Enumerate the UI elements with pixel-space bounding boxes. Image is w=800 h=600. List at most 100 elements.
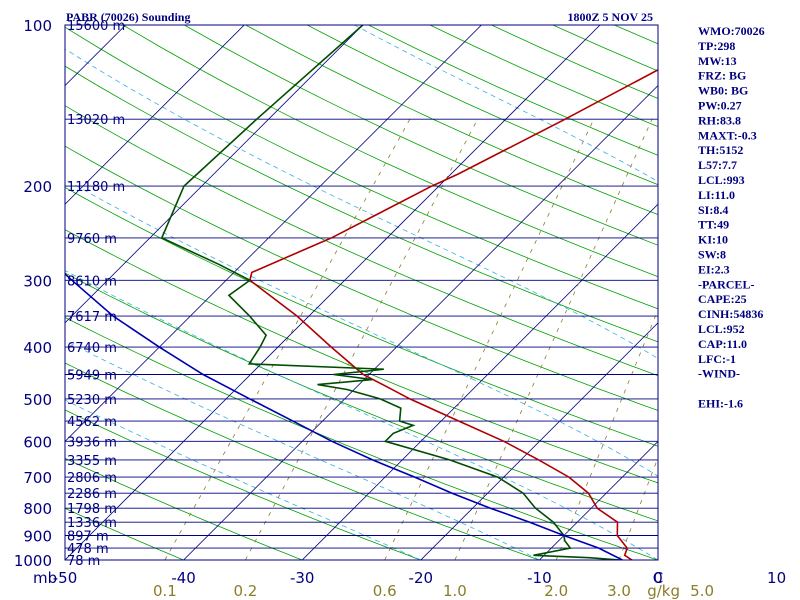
- dry-adiabat-line: [122, 25, 658, 278]
- height-tick-label: 5230 m: [67, 393, 117, 408]
- mb-unit-label: mb: [33, 569, 57, 587]
- moist-adiabat-line: [65, 399, 421, 560]
- height-tick-label: 7617 m: [67, 310, 117, 325]
- index-line: PW:0.27: [698, 99, 742, 113]
- dry-adiabat-line: [65, 409, 422, 560]
- grid-layer: [0, 13, 800, 571]
- traces-layer: [65, 25, 658, 560]
- index-line: FRZ: BG: [698, 69, 746, 83]
- height-tick-label: 13020 m: [67, 113, 125, 128]
- isotherm-line: [65, 25, 482, 442]
- isotherm-line: [65, 25, 601, 560]
- index-line: SW:8: [698, 248, 726, 262]
- temperature-tick-label: C: [653, 569, 663, 587]
- height-tick-label: 4562 m: [67, 415, 117, 430]
- dry-adiabat-line: [65, 272, 658, 522]
- dry-adiabat-line: [65, 229, 658, 484]
- index-line: CAPE:25: [698, 292, 747, 306]
- height-tick-label: 3355 m: [67, 454, 117, 469]
- index-line: TP:298: [698, 39, 735, 53]
- temperature-tick-label: 0: [653, 569, 663, 587]
- isotherm-line: [65, 25, 364, 324]
- moist-adiabat-line: [65, 270, 658, 560]
- height-tick-label: 478 m: [67, 542, 109, 557]
- index-line: -WIND-: [698, 367, 740, 381]
- dewpoint-trace: [160, 25, 621, 560]
- temperature-tick-label: -20: [409, 569, 434, 587]
- index-line: TT:49: [698, 218, 729, 232]
- plot-frame: [64, 24, 659, 561]
- pressure-tick-label: 600: [23, 433, 52, 451]
- pressure-tick-label: 100: [23, 17, 52, 35]
- parcel-trace: [65, 272, 623, 560]
- index-line: KI:10: [698, 233, 728, 247]
- mixing-ratio-line: [454, 119, 653, 560]
- height-tick-label: 3936 m: [67, 435, 117, 450]
- pressure-tick-label: 900: [23, 528, 52, 546]
- dry-adiabat-line: [552, 25, 658, 72]
- index-line: LCL:952: [698, 322, 745, 336]
- moist-adiabat-line: [65, 340, 540, 560]
- height-tick-label: 2286 m: [67, 487, 117, 502]
- sounding-datetime: 1800Z 5 NOV 25: [568, 10, 653, 24]
- height-tick-label: 9760 m: [67, 232, 117, 247]
- mixing-ratio-tick-label: 0.1: [153, 582, 177, 600]
- mixing-ratio-tick-label: 0.2: [233, 582, 257, 600]
- dry-adiabat-line: [65, 362, 541, 560]
- height-tick-label: 8610 m: [67, 274, 117, 289]
- index-line: WB0: BG: [698, 84, 748, 98]
- index-line: LFC:-1: [698, 352, 736, 366]
- index-line: CINH:54836: [698, 307, 763, 321]
- mixing-ratio-unit-label: g/kg: [647, 582, 680, 600]
- mixing-ratio-tick-label: 5.0: [690, 582, 714, 600]
- index-line: LCL:993: [698, 173, 745, 187]
- temperature-tick-label: -30: [290, 569, 315, 587]
- pressure-tick-label: 400: [23, 339, 52, 357]
- mixing-ratio-tick-label: 1.0: [443, 582, 467, 600]
- height-tick-label: 6740 m: [67, 341, 117, 356]
- mixing-ratio-line: [384, 119, 595, 560]
- isotherm-line: [65, 25, 245, 205]
- index-line: EHI:-1.6: [698, 397, 743, 411]
- mixing-ratio-tick-label: 2.0: [544, 582, 568, 600]
- pressure-tick-label: 500: [23, 391, 52, 409]
- station-title: PABR (70026) Sounding: [66, 10, 190, 24]
- isotherm-line: [0, 13, 19, 571]
- isotherm-line: [183, 85, 658, 560]
- isotherm-line: [538, 440, 658, 560]
- dry-adiabat-line: [65, 145, 658, 411]
- dry-adiabat-line: [65, 65, 658, 343]
- height-tick-label: 1336 m: [67, 516, 117, 531]
- isotherm-line: [301, 203, 658, 560]
- isotherm-line: [420, 322, 658, 560]
- dry-adiabat-line: [65, 187, 658, 447]
- temperature-tick-label: -50: [53, 569, 78, 587]
- temperature-trace: [248, 68, 658, 560]
- dry-adiabat-line: [65, 457, 304, 560]
- mixing-ratio-tick-label: 3.0: [607, 582, 631, 600]
- pressure-tick-label: 700: [23, 469, 52, 487]
- height-tick-label: 11180 m: [67, 180, 125, 195]
- height-tick-label: 2806 m: [67, 471, 117, 486]
- mixing-ratio-tick-label: 0.6: [373, 582, 397, 600]
- dry-adiabat-line: [65, 507, 185, 560]
- height-tick-label: 5949 m: [67, 369, 117, 384]
- temperature-tick-label: -40: [171, 569, 196, 587]
- mixing-ratio-line: [164, 119, 411, 560]
- dry-adiabat-line: [65, 105, 658, 377]
- index-line: LI:11.0: [698, 188, 735, 202]
- height-tick-label: 897 m: [67, 530, 109, 545]
- pressure-tick-label: 300: [23, 272, 52, 290]
- height-tick-label: 15600 m: [67, 19, 125, 34]
- dry-adiabat-line: [491, 25, 658, 99]
- index-line: CAP:11.0: [698, 337, 747, 351]
- isotherm-line: [765, 13, 800, 571]
- mixing-ratio-line: [245, 119, 478, 560]
- height-tick-label: 78 m: [67, 554, 100, 569]
- temperature-tick-label: 10: [767, 569, 786, 587]
- pressure-tick-label: 1000: [14, 552, 52, 570]
- height-tick-label: 1798 m: [67, 502, 117, 517]
